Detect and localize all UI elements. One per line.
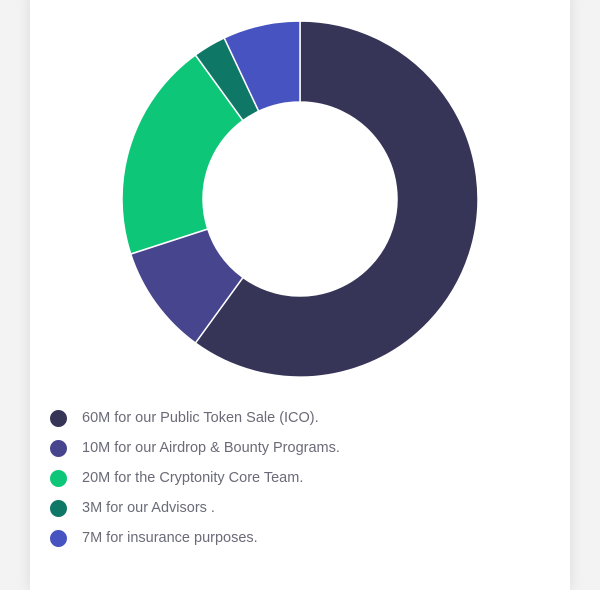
legend-dot-icon <box>50 409 67 427</box>
legend-item-1: 10M for our Airdrop & Bounty Programs. <box>50 433 340 463</box>
donut-slice-4[interactable] <box>223 20 301 113</box>
legend-label: 20M for the Cryptonity Core Team. <box>82 470 304 486</box>
legend-dot-icon <box>50 499 67 517</box>
donut-slice-0[interactable] <box>194 20 479 378</box>
legend-label: 60M for our Public Token Sale (ICO). <box>82 410 319 426</box>
legend-label: 7M for insurance purposes. <box>82 530 258 546</box>
chart-legend: 60M for our Public Token Sale (ICO). 10M … <box>50 403 340 553</box>
legend-item-2: 20M for the Cryptonity Core Team. <box>50 463 340 493</box>
donut-slice-2[interactable] <box>121 53 245 255</box>
legend-item-0: 60M for our Public Token Sale (ICO). <box>50 403 340 433</box>
legend-label: 3M for our Advisors . <box>82 500 215 516</box>
legend-item-4: 7M for insurance purposes. <box>50 523 340 553</box>
legend-dot-icon <box>50 439 67 457</box>
legend-dot-icon <box>50 469 67 487</box>
legend-label: 10M for our Airdrop & Bounty Programs. <box>82 440 340 456</box>
donut-chart <box>121 20 479 378</box>
legend-item-3: 3M for our Advisors . <box>50 493 340 523</box>
legend-dot-icon <box>50 529 67 547</box>
